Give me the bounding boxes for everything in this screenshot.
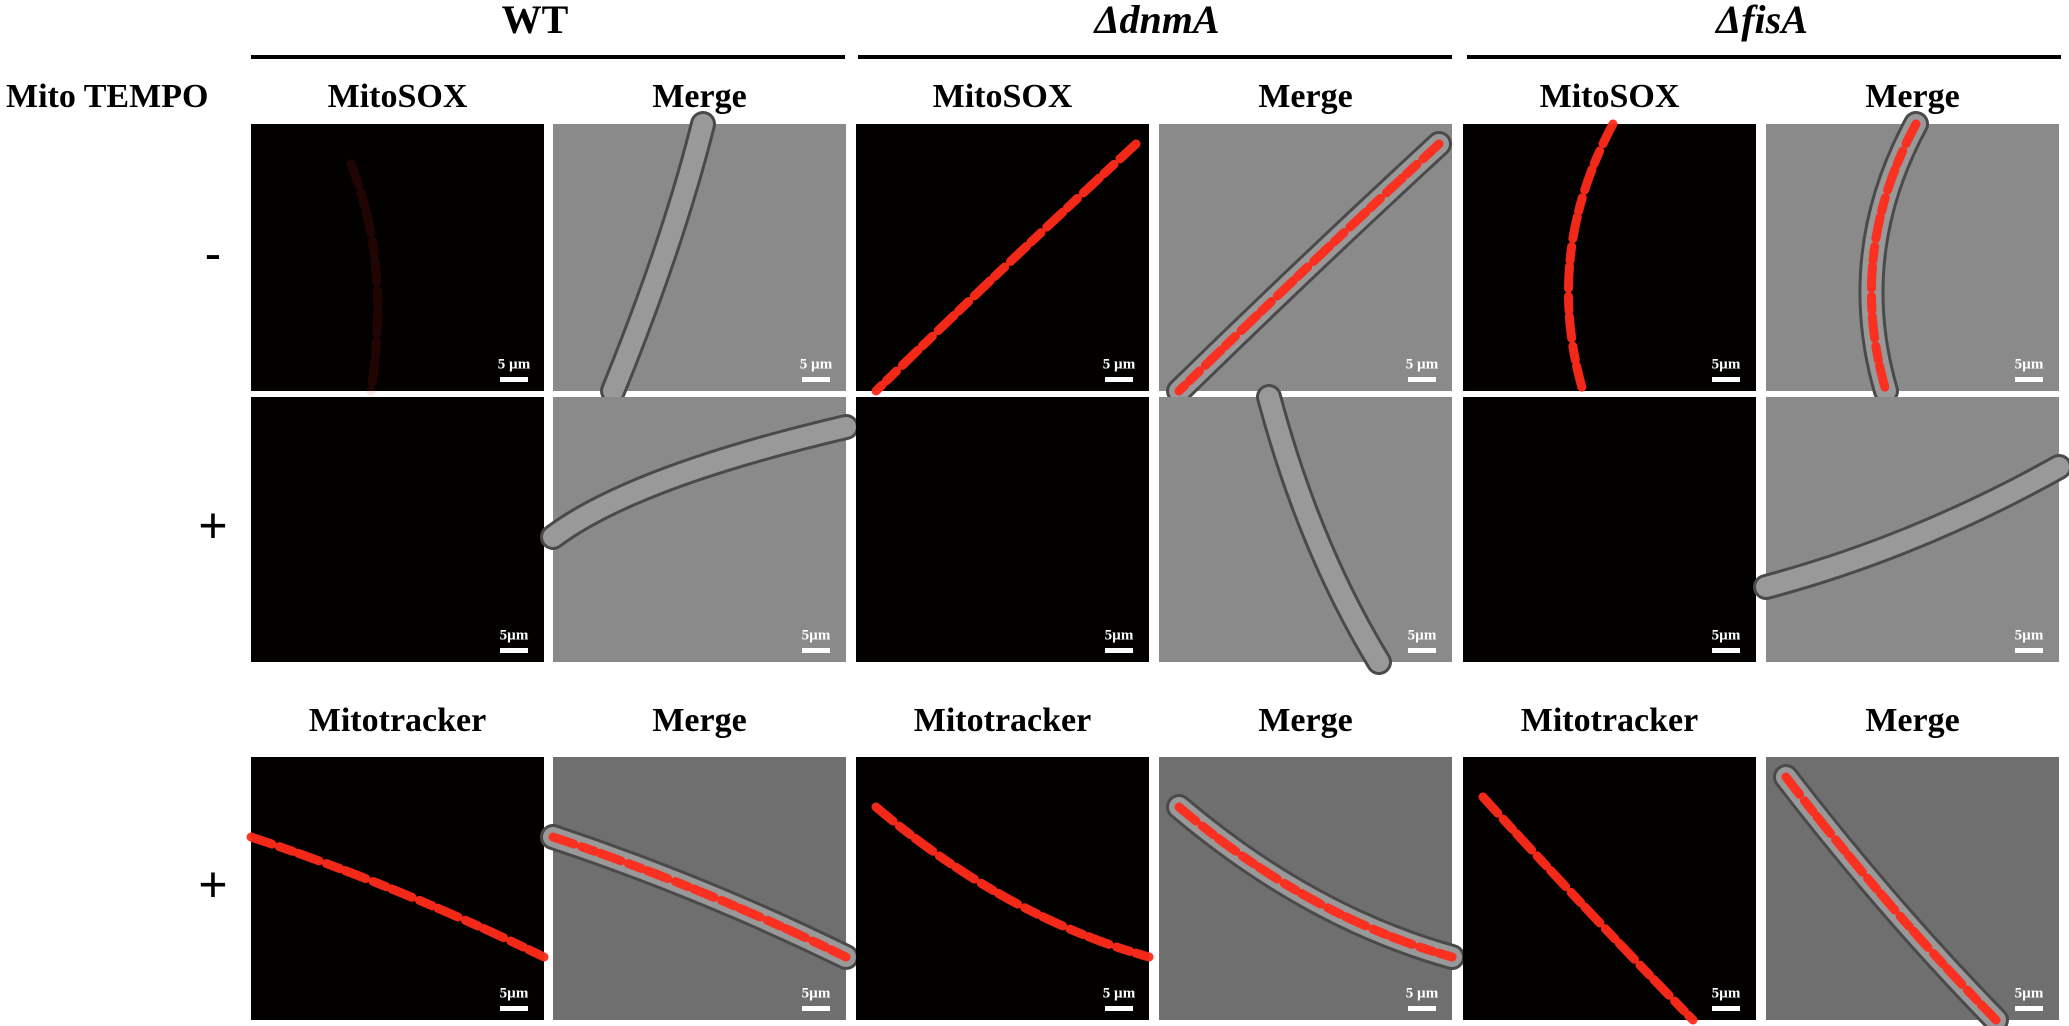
treatment-symbol: +	[198, 498, 227, 554]
micrograph: 5 µm	[1159, 757, 1465, 1020]
column-label: Mitotracker	[1521, 702, 1698, 739]
column-label: Merge	[652, 702, 746, 739]
scale-bar	[500, 1006, 528, 1011]
fluorescence	[1781, 772, 2001, 1025]
scale-bar-label: 5µm	[1408, 627, 1437, 643]
fluorescence	[1478, 792, 1698, 1025]
scale-bar-label: 5µm	[1105, 627, 1134, 643]
column-label: MitoSOX	[328, 78, 468, 115]
micrograph: 5µm	[1159, 384, 1452, 675]
panel-background	[251, 124, 544, 391]
scale-bar	[1408, 648, 1436, 653]
micrograph: 5µm	[1766, 111, 2059, 404]
hypha-body	[1259, 387, 1389, 672]
scale-bar-label: 5 µm	[1406, 985, 1439, 1001]
scale-bar-label: 5µm	[1712, 627, 1741, 643]
scale-bar	[1105, 1006, 1133, 1011]
scale-bar-label: 5µm	[500, 985, 529, 1001]
scale-bar-label: 5µm	[1712, 985, 1741, 1001]
scale-bar	[1105, 648, 1133, 653]
treatment-label: Mito TEMPO	[6, 78, 208, 115]
micrograph: 5µm	[1463, 119, 1756, 396]
scale-bar	[1712, 377, 1740, 382]
micrograph: 5 µm	[553, 111, 846, 404]
scale-bar-label: 5µm	[2015, 985, 2044, 1001]
scale-bar-label: 5µm	[500, 627, 529, 643]
fluorescence	[346, 159, 383, 396]
micrograph: 5 µm	[1159, 124, 1452, 404]
hypha-body	[1756, 457, 2069, 597]
panel-background	[1766, 124, 2059, 391]
hypha-body	[603, 114, 713, 401]
scale-bar-label: 5µm	[2015, 627, 2044, 643]
scale-bar-label: 5 µm	[800, 356, 833, 372]
micrograph: 5µm	[856, 397, 1149, 662]
scale-bar-label: 5 µm	[1406, 356, 1439, 372]
micrograph: 5 µm	[856, 124, 1149, 396]
panel-background	[1463, 757, 1756, 1020]
micrograph: 5µm	[251, 397, 544, 662]
fluorescence	[871, 139, 1141, 396]
micrograph: 5µm	[1753, 397, 2069, 662]
scale-bar	[2015, 377, 2043, 382]
scale-bar	[2015, 1006, 2043, 1011]
scale-bar	[1408, 377, 1436, 382]
fluorescence	[246, 832, 549, 962]
column-label: MitoSOX	[1540, 78, 1680, 115]
panel-background	[251, 397, 544, 662]
genotype-header: ΔfisA	[1714, 0, 1808, 42]
hypha-body	[543, 417, 856, 547]
panel-background	[1463, 397, 1756, 662]
fluorescence	[1174, 802, 1457, 962]
column-label: Mitotracker	[914, 702, 1091, 739]
scale-bar-label: 5 µm	[1103, 985, 1136, 1001]
column-label: Mitotracker	[309, 702, 486, 739]
micrograph: 5µm	[246, 757, 549, 1020]
scale-bar	[802, 1006, 830, 1011]
scale-bar-label: 5 µm	[1103, 356, 1136, 372]
scale-bar	[2015, 648, 2043, 653]
fluorescence	[1174, 139, 1444, 396]
scale-bar	[1712, 648, 1740, 653]
scale-bar-label: 5µm	[2015, 356, 2044, 372]
fluorescence	[1563, 119, 1618, 396]
scale-bar-label: 5µm	[1712, 356, 1741, 372]
treatment-symbol: +	[198, 857, 227, 913]
column-label: MitoSOX	[933, 78, 1073, 115]
micrograph: 5µm	[1463, 397, 1756, 662]
micrograph: 5µm	[540, 397, 859, 662]
scale-bar	[1105, 377, 1133, 382]
scale-bar-label: 5µm	[802, 627, 831, 643]
column-label: Merge	[1865, 702, 1959, 739]
scale-bar	[500, 648, 528, 653]
fluorescence	[548, 832, 851, 962]
scale-bar	[500, 377, 528, 382]
scale-bar	[802, 648, 830, 653]
panel-background	[856, 757, 1149, 1020]
scale-bar	[1408, 1006, 1436, 1011]
column-label: Merge	[652, 78, 746, 115]
column-label: Merge	[1258, 78, 1352, 115]
genotype-header: WT	[502, 0, 569, 42]
micrograph: 5 µm	[251, 124, 544, 396]
scale-bar-label: 5µm	[802, 985, 831, 1001]
genotype-header: ΔdnmA	[1092, 0, 1219, 42]
fluorescence	[1866, 119, 1921, 396]
column-label: Merge	[1865, 78, 1959, 115]
panel-background	[856, 397, 1149, 662]
scale-bar	[802, 377, 830, 382]
scale-bar-label: 5 µm	[498, 356, 531, 372]
fluorescence	[871, 802, 1154, 962]
micrograph: 5µm	[1463, 757, 1756, 1025]
scale-bar	[1712, 1006, 1740, 1011]
micrograph: 5 µm	[856, 757, 1154, 1020]
treatment-symbol: -	[205, 226, 222, 282]
panel-background	[1463, 124, 1756, 391]
column-label: Merge	[1258, 702, 1352, 739]
panel-background	[856, 124, 1149, 391]
micrograph: 5µm	[1766, 757, 2059, 1026]
micrograph: 5µm	[540, 757, 859, 1020]
